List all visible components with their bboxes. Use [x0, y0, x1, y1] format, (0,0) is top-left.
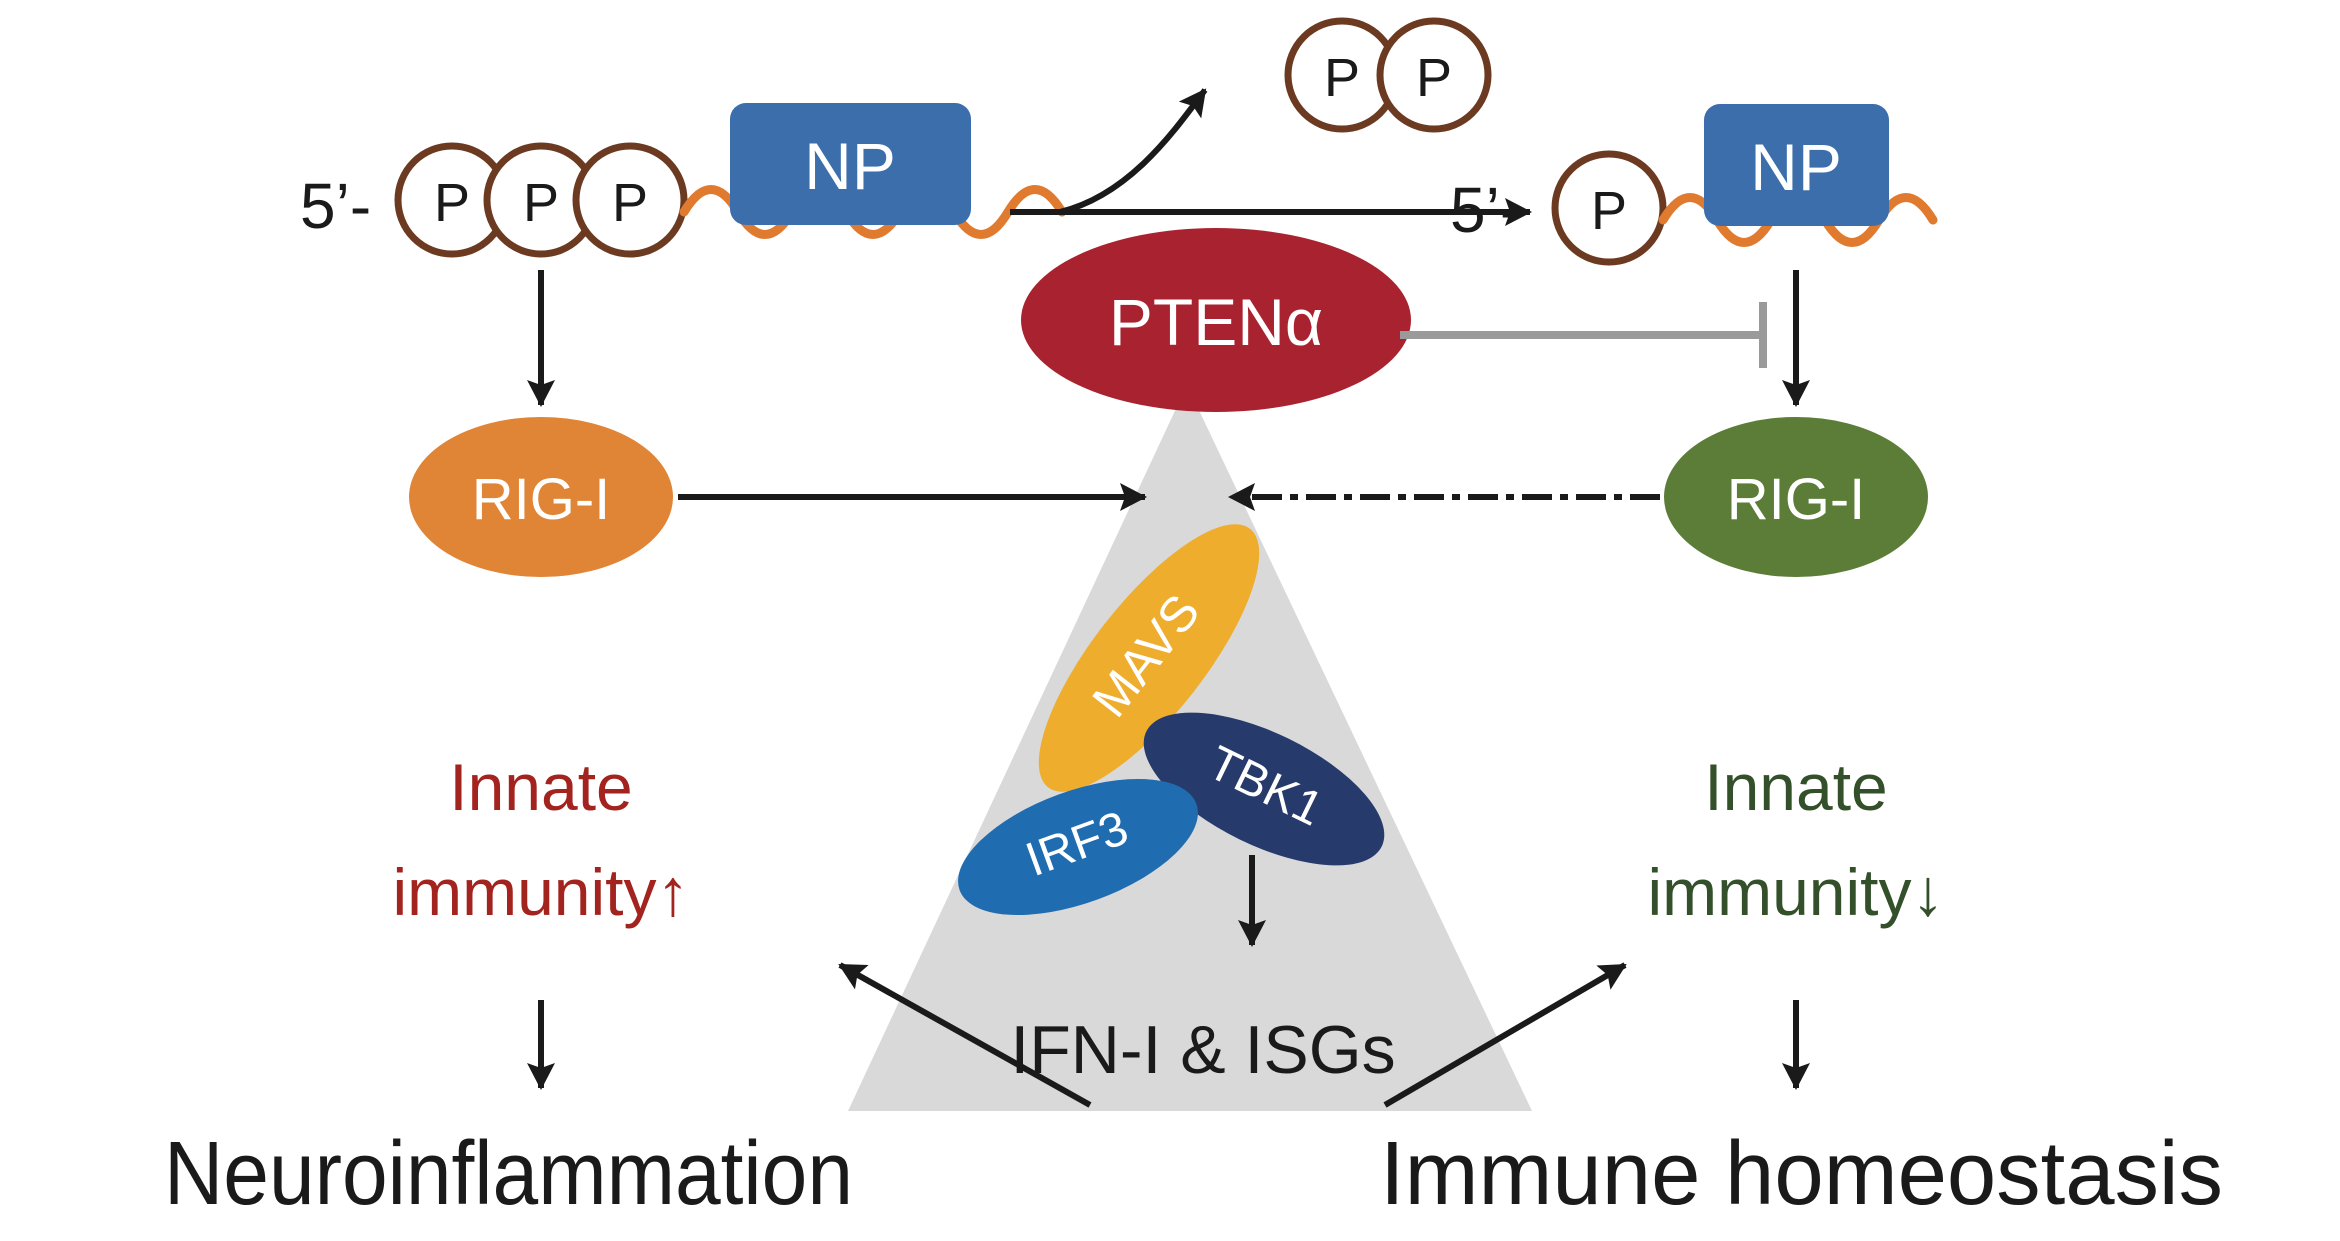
svg-text:P: P [1591, 181, 1627, 241]
svg-text:RIG-I: RIG-I [1727, 467, 1866, 532]
svg-text:P: P [1324, 48, 1360, 108]
svg-text:P: P [523, 173, 559, 233]
svg-text:immunity↓: immunity↓ [1647, 855, 1944, 929]
svg-text:Neuroinflammation: Neuroinflammation [164, 1124, 853, 1224]
svg-text:IFN-I & ISGs: IFN-I & ISGs [1010, 1012, 1395, 1088]
svg-text:NP: NP [1750, 130, 1842, 204]
svg-text:Innate: Innate [1704, 750, 1888, 824]
svg-text:NP: NP [804, 129, 896, 203]
svg-text:5’-: 5’- [1450, 174, 1521, 246]
svg-text:P: P [612, 173, 648, 233]
svg-text:P: P [1416, 48, 1452, 108]
svg-text:5’-: 5’- [300, 170, 371, 242]
svg-text:Innate: Innate [449, 750, 633, 824]
svg-text:Immune homeostasis: Immune homeostasis [1380, 1124, 2223, 1224]
svg-text:PTENα: PTENα [1109, 285, 1323, 359]
svg-text:immunity↑: immunity↑ [392, 855, 689, 929]
svg-text:RIG-I: RIG-I [472, 467, 611, 532]
svg-text:P: P [434, 173, 470, 233]
